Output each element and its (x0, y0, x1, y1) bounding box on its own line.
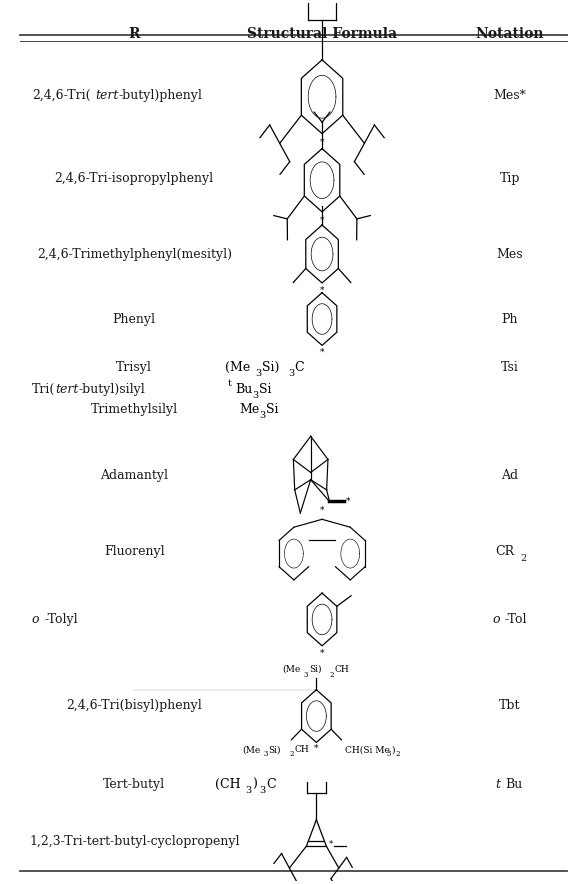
Text: Fluorenyl: Fluorenyl (104, 545, 164, 559)
Text: Mes*: Mes* (493, 88, 526, 102)
Text: 3: 3 (304, 671, 308, 679)
Text: 2,4,6-Tri(bisyl)phenyl: 2,4,6-Tri(bisyl)phenyl (66, 699, 202, 712)
Text: (Me: (Me (225, 361, 250, 374)
Text: *: * (320, 286, 324, 294)
Text: 3: 3 (387, 751, 392, 758)
Text: Ph: Ph (501, 313, 518, 325)
Text: CH: CH (335, 665, 349, 674)
Text: -Tol: -Tol (504, 613, 527, 626)
Text: Tsi: Tsi (501, 361, 519, 374)
Text: t: t (496, 778, 501, 791)
Text: Si: Si (266, 403, 279, 416)
Text: ): ) (392, 745, 395, 754)
Text: 2,4,6-Tri(: 2,4,6-Tri( (32, 88, 91, 102)
Text: Structural Formula: Structural Formula (247, 27, 397, 42)
Text: -butyl)phenyl: -butyl)phenyl (119, 88, 202, 102)
Text: 2: 2 (520, 554, 526, 563)
Text: Adamantyl: Adamantyl (100, 469, 168, 482)
Text: (Me: (Me (282, 665, 300, 674)
Text: Tip: Tip (500, 172, 520, 185)
Text: Trimethylsilyl: Trimethylsilyl (91, 403, 178, 416)
Text: tert: tert (56, 383, 79, 396)
Text: CR: CR (496, 545, 515, 559)
Text: Ad: Ad (501, 469, 518, 482)
Text: *: * (320, 348, 324, 357)
Text: *: * (320, 506, 324, 514)
Text: 3: 3 (263, 751, 268, 758)
Text: CH(Si Me: CH(Si Me (345, 745, 390, 754)
Text: o: o (32, 613, 40, 626)
Text: Si: Si (259, 383, 271, 396)
Text: o: o (493, 613, 500, 626)
Text: 2: 2 (329, 671, 334, 679)
Text: Tbt: Tbt (499, 699, 521, 712)
Text: Tert-butyl: Tert-butyl (103, 778, 165, 791)
Text: 3: 3 (260, 411, 266, 420)
Text: C: C (266, 778, 276, 791)
Text: 3: 3 (260, 786, 266, 796)
Text: *: * (320, 216, 324, 225)
Text: 2: 2 (289, 751, 293, 758)
Text: 2,4,6-Trimethylphenyl(mesityl): 2,4,6-Trimethylphenyl(mesityl) (37, 248, 232, 261)
Text: 3: 3 (288, 369, 294, 378)
Text: Tri(: Tri( (32, 383, 55, 396)
Text: 3: 3 (252, 391, 259, 400)
Text: Bu: Bu (505, 778, 522, 791)
Text: Mes: Mes (497, 248, 523, 261)
Text: C: C (295, 361, 304, 374)
Text: (Me: (Me (242, 745, 260, 754)
Text: Si): Si) (309, 665, 321, 674)
Text: *: * (329, 840, 333, 849)
Text: *: * (320, 649, 324, 658)
Text: 3: 3 (256, 369, 261, 378)
Text: t: t (228, 378, 232, 388)
Text: -Tolyl: -Tolyl (45, 613, 78, 626)
Text: (CH: (CH (215, 778, 241, 791)
Text: Notation: Notation (476, 27, 544, 42)
Text: tert: tert (95, 88, 119, 102)
Text: CH: CH (294, 745, 309, 754)
Text: Si): Si) (262, 361, 279, 374)
Text: Me: Me (239, 403, 260, 416)
Text: Phenyl: Phenyl (113, 313, 156, 325)
Text: Trisyl: Trisyl (116, 361, 152, 374)
Text: *: * (320, 138, 324, 147)
Text: 1,2,3-Tri-tert-butyl-cyclopropenyl: 1,2,3-Tri-tert-butyl-cyclopropenyl (29, 835, 239, 848)
Text: 3: 3 (245, 786, 252, 796)
Text: 2,4,6-Tri-isopropylphenyl: 2,4,6-Tri-isopropylphenyl (55, 172, 214, 185)
Text: 2: 2 (396, 751, 400, 758)
Text: *: * (314, 744, 318, 753)
Text: R: R (128, 27, 140, 42)
Text: Si): Si) (268, 745, 281, 754)
Text: ): ) (252, 778, 257, 791)
Text: -butyl)silyl: -butyl)silyl (79, 383, 146, 396)
Text: *: * (346, 497, 350, 506)
Text: Bu: Bu (235, 383, 252, 396)
